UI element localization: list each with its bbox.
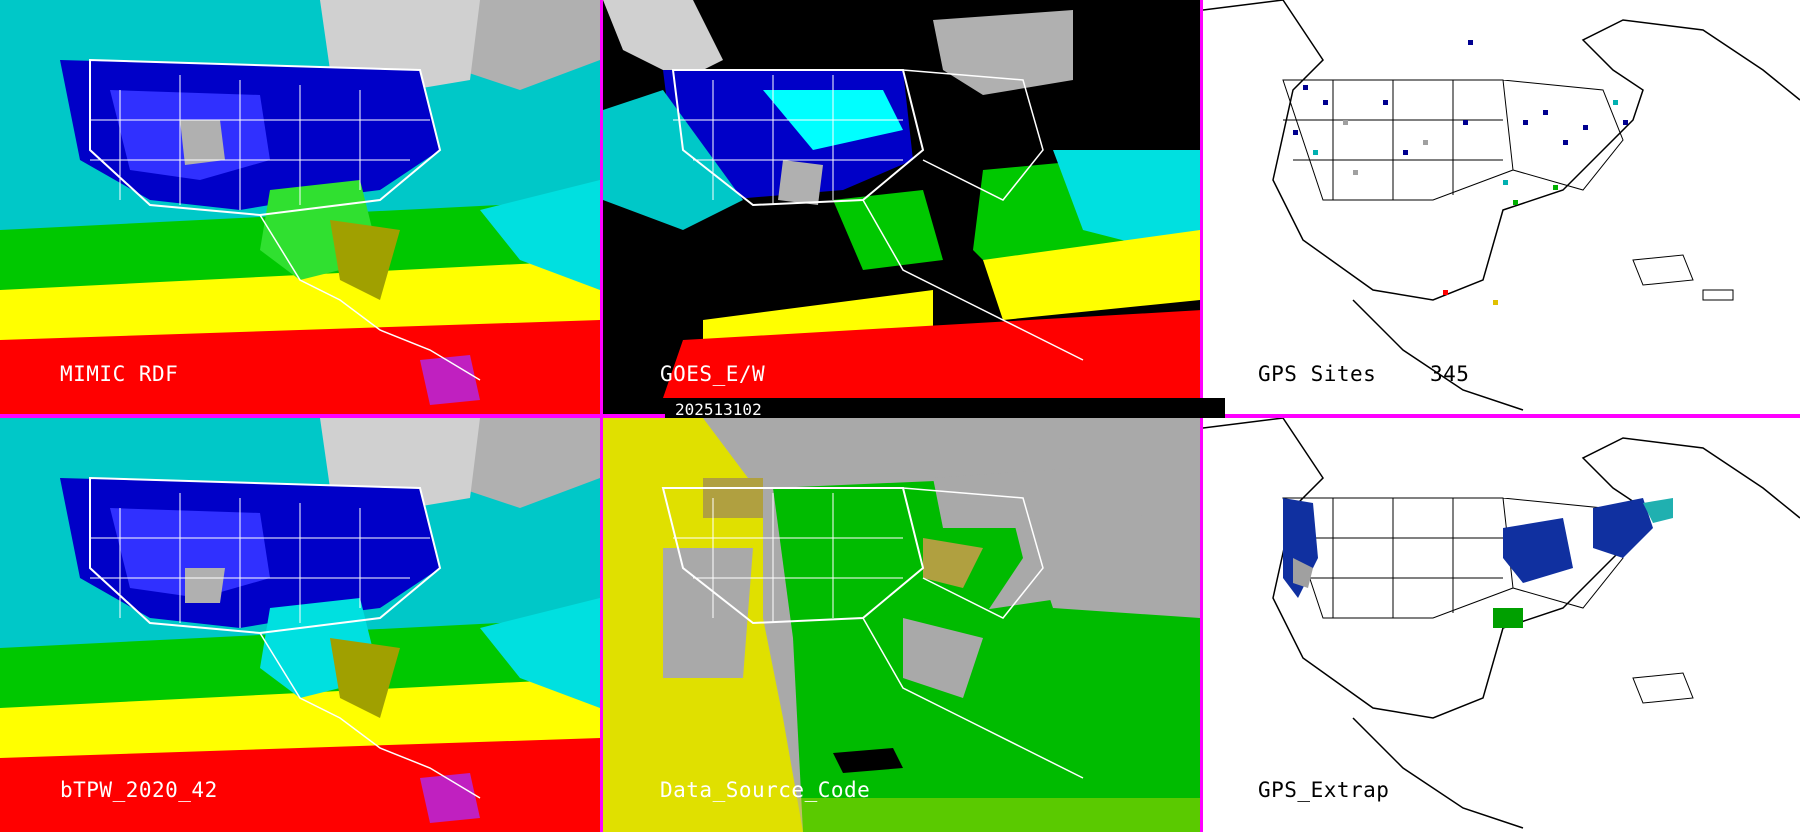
goes-label: GOES_E/W <box>660 362 766 386</box>
timestamp-text: 202513102 <box>675 400 762 419</box>
gps-sites-label: GPS Sites <box>1258 362 1377 386</box>
mimic-rdf-panel: MIMIC RDF <box>0 0 600 415</box>
btpw-map <box>0 418 600 832</box>
data-source-code-map <box>603 418 1200 832</box>
gps-sites-map <box>1203 0 1800 414</box>
gps-extrap-label: GPS_Extrap <box>1258 778 1390 802</box>
gps-sites-panel: GPS Sites 345 <box>1203 0 1800 414</box>
gps-extrap-panel: GPS_Extrap <box>1203 418 1800 832</box>
data-source-code-label: Data_Source_Code <box>660 778 871 802</box>
btpw-panel: bTPW_2020_42 <box>0 418 600 832</box>
btpw-label: bTPW_2020_42 <box>60 778 218 802</box>
data-source-code-panel: Data_Source_Code <box>603 418 1200 832</box>
goes-panel: GOES_E/W <box>603 0 1200 398</box>
mimic-rdf-map <box>0 0 600 415</box>
mimic-rdf-label: MIMIC RDF <box>60 362 179 386</box>
gps-sites-count: 345 <box>1430 362 1470 386</box>
goes-map <box>603 0 1200 398</box>
timestamp-bar: 202513102 <box>665 398 1225 419</box>
gps-extrap-map <box>1203 418 1800 832</box>
